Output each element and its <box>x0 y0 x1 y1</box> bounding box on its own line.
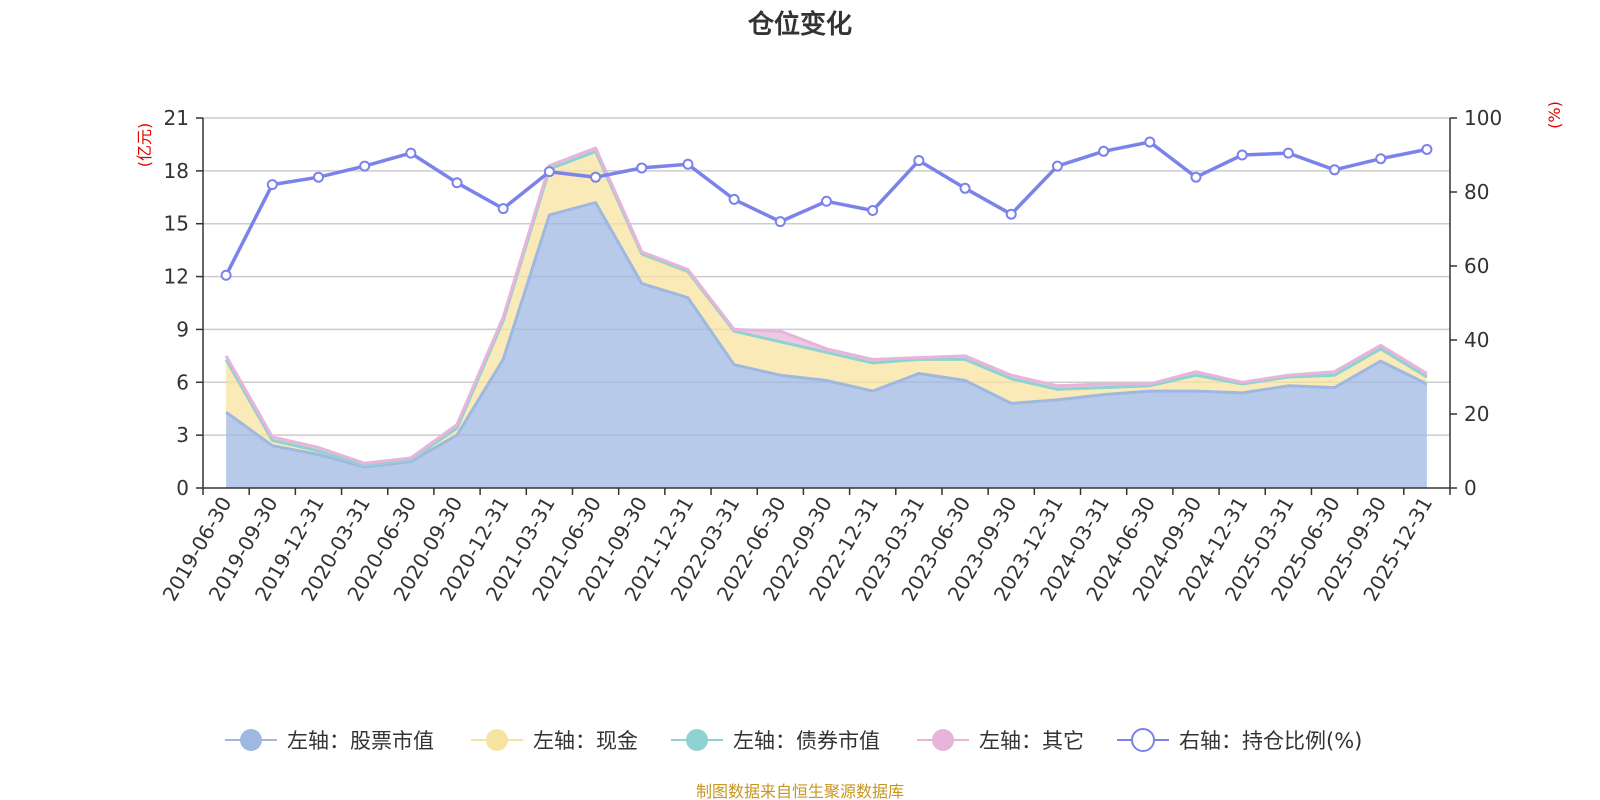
ratio-point[interactable] <box>266 179 278 191</box>
ratio-point[interactable] <box>1329 164 1341 176</box>
legend-circle-marker <box>1131 728 1155 752</box>
ratio-point[interactable] <box>1190 171 1202 183</box>
left-tick-label: 6 <box>176 370 189 394</box>
legend-item[interactable]: 左轴：其它 <box>917 729 1084 753</box>
left-tick-label: 15 <box>164 212 189 236</box>
legend-label: 左轴：现金 <box>533 729 638 753</box>
legend: 左轴：股票市值 左轴：现金 左轴：债券市值 左轴：其它 右轴：持仓比例(%) <box>225 728 1362 753</box>
ratio-point[interactable] <box>1144 136 1156 148</box>
ratio-point[interactable] <box>1051 160 1063 172</box>
ratio-point[interactable] <box>543 166 555 178</box>
right-tick-label: 40 <box>1464 328 1489 352</box>
ratio-point[interactable] <box>959 182 971 194</box>
legend-label: 左轴：债券市值 <box>733 729 880 753</box>
left-tick-label: 12 <box>164 265 189 289</box>
ratio-point[interactable] <box>405 147 417 159</box>
stacked-area-fill <box>226 202 1427 488</box>
right-tick-label: 80 <box>1464 180 1489 204</box>
ratio-point[interactable] <box>1098 145 1110 157</box>
left-tick-label: 21 <box>164 106 189 130</box>
ratio-point[interactable] <box>1375 153 1387 165</box>
legend-label: 左轴：股票市值 <box>287 729 434 753</box>
ratio-point[interactable] <box>913 155 925 167</box>
ratio-point[interactable] <box>728 193 740 205</box>
right-tick-label: 60 <box>1464 254 1489 278</box>
left-tick-label: 0 <box>176 476 189 500</box>
legend-item[interactable]: 左轴：股票市值 <box>225 729 434 753</box>
stacked-area-edge <box>225 201 1428 469</box>
ratio-point[interactable] <box>682 158 694 170</box>
chart-title: 仓位变化 <box>747 9 852 40</box>
ratio-point[interactable] <box>359 160 371 172</box>
legend-circle-marker <box>240 729 262 751</box>
right-axis-unit: (%) <box>1545 101 1564 129</box>
ratio-point[interactable] <box>821 195 832 207</box>
legend-circle-marker <box>932 729 954 751</box>
legend-label: 左轴：其它 <box>979 729 1084 753</box>
ratio-point[interactable] <box>636 162 648 174</box>
ratio-point[interactable] <box>451 177 463 189</box>
ratio-point[interactable] <box>774 216 786 228</box>
left-tick-label: 18 <box>164 159 189 183</box>
legend-item[interactable]: 左轴：债券市值 <box>671 729 880 753</box>
right-tick-label: 20 <box>1464 402 1489 426</box>
ratio-point[interactable] <box>220 269 232 281</box>
ratio-line-series <box>220 136 1433 281</box>
ratio-point[interactable] <box>1282 147 1294 159</box>
left-tick-label: 9 <box>176 317 189 341</box>
right-tick-label: 0 <box>1464 476 1477 500</box>
ratio-point[interactable] <box>1005 208 1017 220</box>
area-series <box>224 146 1428 488</box>
ratio-point[interactable] <box>312 171 324 183</box>
legend-label: 右轴：持仓比例(%) <box>1179 729 1362 753</box>
legend-circle-marker <box>486 729 508 751</box>
left-tick-label: 3 <box>176 423 189 447</box>
left-axis-unit: (亿元) <box>135 123 154 168</box>
ratio-point[interactable] <box>1421 143 1433 155</box>
data-source-note: 制图数据来自恒生聚源数据库 <box>696 782 904 800</box>
legend-circle-marker <box>686 729 708 751</box>
ratio-line <box>224 140 1428 277</box>
ratio-point[interactable] <box>867 205 879 216</box>
right-tick-label: 100 <box>1464 106 1502 130</box>
ratio-point[interactable] <box>497 203 509 215</box>
legend-item[interactable]: 左轴：现金 <box>471 729 638 753</box>
grid-lines <box>203 117 1450 436</box>
stacked-area-edge <box>224 146 1428 465</box>
ratio-point[interactable] <box>590 171 602 183</box>
ratio-point[interactable] <box>1236 149 1248 161</box>
legend-item[interactable]: 右轴：持仓比例(%) <box>1117 728 1362 753</box>
stacked-area-edge <box>224 150 1428 467</box>
